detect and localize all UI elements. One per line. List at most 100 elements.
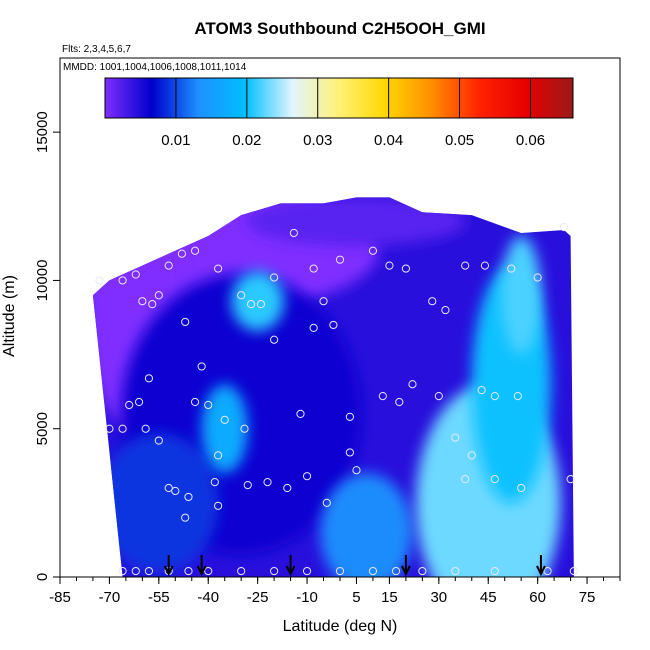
flight-point (184, 492, 193, 502)
field-upper-region (246, 197, 467, 247)
flight-point (283, 483, 292, 493)
x-tick-label: -25 (247, 589, 269, 606)
flight-point (345, 412, 354, 421)
flight-point (302, 472, 312, 481)
flight-point (441, 305, 450, 315)
flight-arrow (400, 555, 411, 577)
flight-point (270, 273, 279, 282)
flight-point (214, 451, 223, 460)
heatmap-field (92, 197, 574, 577)
flight-point (335, 566, 345, 576)
flight-point (319, 297, 328, 306)
flight-point (428, 297, 437, 306)
y-axis-label: Altitude (m) (1, 275, 18, 357)
flight-point (181, 317, 190, 327)
colorbar-tick-label: 0.03 (303, 132, 332, 149)
x-tick-label: 30 (430, 589, 447, 606)
flight-point (507, 264, 516, 273)
flight-point (118, 566, 127, 576)
field-high-region (201, 384, 248, 474)
flight-point (513, 391, 522, 401)
flight-point (154, 291, 163, 300)
flight-point (559, 222, 569, 232)
y-tick-label: 0 (34, 573, 51, 581)
flight-point (395, 397, 404, 407)
flight-point (490, 566, 499, 576)
flight-point (197, 362, 206, 371)
flight-point (352, 466, 361, 475)
flight-point (184, 566, 193, 576)
field-high-region (320, 473, 413, 577)
flight-point (490, 475, 499, 484)
flight-point (164, 261, 173, 270)
flight-point (204, 566, 213, 576)
flight-point (378, 391, 387, 401)
chart-title: ATOM3 Southbound C2H5OOH_GMI (194, 19, 485, 38)
x-tick-label: 45 (480, 589, 497, 606)
flight-point (461, 475, 470, 484)
x-tick-label: -55 (148, 589, 170, 606)
flight-point (368, 566, 378, 576)
flight-point (451, 433, 460, 442)
flight-point (517, 483, 526, 493)
flight-point (270, 566, 279, 576)
field-high-region (231, 271, 284, 331)
flight-point (480, 261, 490, 270)
flight-point (125, 400, 134, 410)
flight-point (95, 276, 104, 285)
flight-point (214, 501, 223, 510)
flight-point (144, 374, 154, 383)
flight-point (246, 300, 256, 309)
flight-arrow (536, 555, 546, 577)
flight-point (569, 566, 578, 576)
flight-point (322, 498, 331, 507)
flight-arrow (196, 555, 207, 577)
flight-point (256, 300, 266, 309)
flight-point (141, 424, 150, 433)
flight-point (190, 397, 200, 407)
flight-point (138, 297, 147, 306)
flight-point (240, 424, 249, 433)
x-axis-label: Latitude (deg N) (283, 618, 398, 635)
flight-point (467, 451, 476, 460)
flight-point (131, 566, 140, 576)
colorbar-tick-label: 0.05 (445, 132, 474, 149)
flight-point (289, 228, 298, 238)
x-tick-label: 15 (381, 589, 398, 606)
flight-point (118, 276, 127, 285)
x-tick-label: -70 (99, 589, 121, 606)
flight-point (477, 386, 486, 395)
x-tick-label: 5 (352, 589, 360, 606)
field-mid-region (98, 432, 219, 573)
flight-point (237, 291, 246, 300)
flight-arrow (163, 555, 174, 577)
y-tick-label: 10000 (34, 260, 51, 302)
x-tick-label: 75 (579, 589, 596, 606)
flight-point (263, 477, 272, 487)
x-tick-label: -10 (296, 589, 318, 606)
colorbar-tick-label: 0.01 (161, 132, 190, 149)
colorbar: 0.01 0.02 0.03 0.04 0.05 0.06 (104, 77, 574, 149)
y-axis: 0 5000 10000 15000 (34, 111, 60, 581)
flight-point (309, 323, 318, 332)
colorbar-gradient (104, 77, 574, 119)
flight-point (302, 566, 312, 576)
colorbar-tick-label: 0.02 (232, 132, 261, 149)
flight-point (237, 566, 246, 576)
flight-point (391, 566, 401, 576)
flight-point (408, 380, 417, 389)
flight-point (134, 397, 144, 407)
dates-label: MMDD: 1001,1004,1006,1008,1011,1014 (63, 62, 247, 73)
flight-point (490, 391, 499, 401)
flight-point (144, 566, 154, 576)
flight-arrow (285, 555, 296, 577)
y-tick-label: 15000 (34, 111, 51, 153)
flight-point (401, 264, 410, 273)
flight-point (190, 246, 200, 255)
flights-label: Flts: 2,3,4,5,6,7 (62, 44, 131, 55)
colorbar-tick-label: 0.04 (374, 132, 403, 149)
flight-point (309, 264, 318, 273)
flight-point (368, 246, 378, 255)
flight-point (385, 261, 394, 270)
